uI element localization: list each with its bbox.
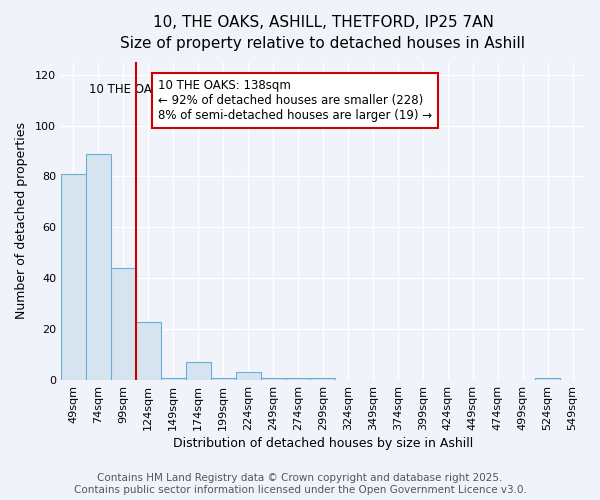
Bar [136, 322, 161, 380]
Bar [61, 174, 86, 380]
Text: 10 THE OAKS: 138sqm: 10 THE OAKS: 138sqm [89, 82, 222, 96]
Y-axis label: Number of detached properties: Number of detached properties [15, 122, 28, 320]
Bar [211, 378, 236, 380]
Text: Contains HM Land Registry data © Crown copyright and database right 2025.
Contai: Contains HM Land Registry data © Crown c… [74, 474, 526, 495]
Bar [161, 378, 186, 380]
X-axis label: Distribution of detached houses by size in Ashill: Distribution of detached houses by size … [173, 437, 473, 450]
Title: 10, THE OAKS, ASHILL, THETFORD, IP25 7AN
Size of property relative to detached h: 10, THE OAKS, ASHILL, THETFORD, IP25 7AN… [121, 15, 526, 51]
Bar [260, 378, 286, 380]
Bar [86, 154, 111, 380]
Bar [310, 378, 335, 380]
Bar [535, 378, 560, 380]
Bar [236, 372, 260, 380]
Bar [186, 362, 211, 380]
Text: 10 THE OAKS: 138sqm
← 92% of detached houses are smaller (228)
8% of semi-detach: 10 THE OAKS: 138sqm ← 92% of detached ho… [158, 80, 432, 122]
Bar [111, 268, 136, 380]
Bar [286, 378, 310, 380]
